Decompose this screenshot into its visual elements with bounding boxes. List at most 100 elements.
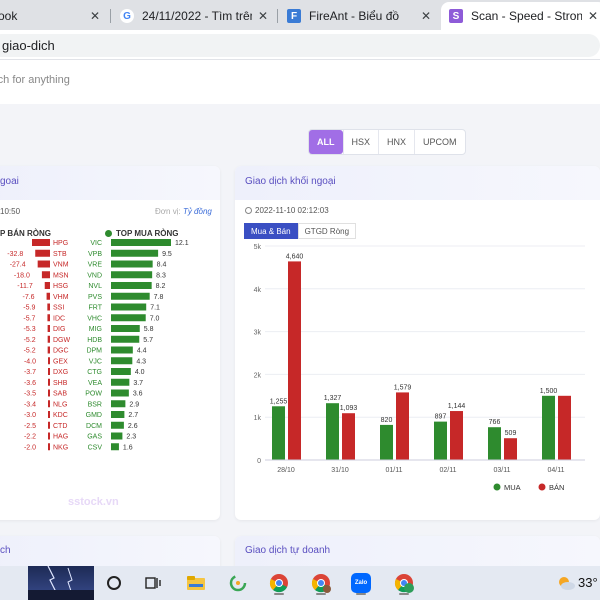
top-net-buy-header: TOP MUA RÒNG [105, 229, 179, 238]
buy-bar [111, 271, 153, 279]
bar-ban [504, 438, 517, 460]
tab-title: Scan - Speed - Strong [471, 9, 582, 23]
legend-label: MUA [504, 483, 521, 492]
buy-bar [111, 378, 130, 386]
buy-ticker: VEA [88, 380, 102, 387]
sell-bar [48, 389, 50, 397]
file-explorer-icon[interactable] [183, 570, 209, 596]
buy-ticker: BSR [88, 401, 102, 408]
sell-value: -7.6 [23, 294, 35, 301]
sell-bar [47, 325, 50, 332]
buy-value: 2.6 [128, 423, 138, 430]
sell-bar [48, 432, 50, 440]
buy-value: 1.6 [123, 444, 133, 451]
sell-ticker: CTD [53, 423, 67, 430]
sell-value: -3.0 [24, 412, 36, 419]
bar-ban [450, 411, 463, 460]
y-tick-label: 3k [254, 330, 262, 337]
url-input[interactable]: giao-dich [0, 34, 600, 57]
browser-tab-3[interactable]: F FireAnt - Biểu đồ ✕ [279, 2, 439, 30]
browser-tab-strip: ook ✕ G 24/11/2022 - Tìm trên Goo ✕ F Fi… [0, 0, 600, 30]
buy-value: 12.1 [175, 240, 189, 247]
bar-mua [326, 403, 339, 460]
legend-marker [538, 483, 546, 491]
buy-ticker: VJC [89, 358, 102, 365]
bar-ban [396, 392, 409, 460]
sell-bar [48, 400, 50, 408]
chrome-profile-m-icon[interactable] [391, 570, 417, 596]
watermark-text: sstock.vn [68, 496, 119, 508]
chrome-profile-icon[interactable] [308, 570, 334, 596]
sell-value: -5.2 [24, 337, 36, 344]
y-tick-label: 4k [254, 287, 262, 294]
bar-ban [342, 413, 355, 460]
browser-tab-2[interactable]: G 24/11/2022 - Tìm trên Goo ✕ [112, 2, 276, 30]
data-label: 1,255 [270, 398, 288, 405]
search-input[interactable]: rch for anything [0, 74, 70, 86]
buy-ticker: MIG [89, 326, 102, 333]
exchange-option-hsx[interactable]: HSX [342, 130, 379, 154]
buy-bar [111, 346, 133, 354]
sell-bar [35, 249, 50, 257]
address-bar: giao-dich [0, 30, 600, 60]
browser-tab-1[interactable]: ook ✕ [0, 2, 108, 30]
sell-ticker: DGW [53, 337, 71, 344]
close-tab-icon[interactable]: ✕ [257, 9, 268, 23]
buy-bar [111, 389, 129, 397]
sell-ticker: HAG [53, 434, 68, 441]
buy-ticker: GMD [86, 412, 102, 419]
exchange-option-hnx[interactable]: HNX [378, 130, 414, 154]
buy-ticker: PVS [88, 294, 102, 301]
close-tab-icon[interactable]: ✕ [587, 9, 598, 23]
tab-buy-sell[interactable]: Mua & Bán [244, 223, 298, 239]
data-label: 1,500 [540, 388, 558, 395]
buy-bar [111, 368, 131, 375]
sell-bar [47, 346, 50, 354]
desktop-wallpaper-thumbnail[interactable] [28, 566, 94, 600]
unit-label: Đơn vị: Tỷ đồng [155, 207, 212, 216]
buy-bar [111, 282, 152, 289]
sell-value: -2.5 [24, 423, 36, 430]
sell-value: -5.9 [23, 305, 35, 312]
buy-value: 2.9 [129, 401, 139, 408]
browser-tab-4-active[interactable]: S Scan - Speed - Strong ✕ [441, 2, 600, 30]
sell-ticker: NLG [53, 401, 67, 408]
buy-bar [111, 443, 119, 451]
buy-ticker: DPM [86, 348, 102, 355]
google-icon: G [120, 9, 134, 23]
data-label: 1,579 [394, 384, 412, 391]
buy-bar [111, 303, 147, 311]
close-tab-icon[interactable]: ✕ [89, 9, 100, 23]
sell-ticker: VNM [53, 262, 69, 269]
search-icon[interactable] [101, 570, 127, 596]
exchange-option-upcom[interactable]: UPCOM [414, 130, 465, 154]
sell-ticker: SHB [53, 380, 68, 387]
buy-value: 8.3 [156, 272, 166, 279]
sell-ticker: MSN [53, 272, 69, 279]
buy-value: 9.5 [162, 251, 172, 258]
sell-bar [32, 239, 50, 246]
close-tab-icon[interactable]: ✕ [420, 9, 431, 23]
exchange-option-all[interactable]: ALL [309, 130, 343, 154]
buy-value: 4.4 [137, 348, 147, 355]
tab-net-value[interactable]: GTGD Ròng [297, 223, 357, 239]
sell-ticker: DXG [53, 369, 68, 376]
sell-ticker: IDC [53, 315, 65, 322]
buy-bar [111, 357, 133, 365]
task-view-icon[interactable] [140, 570, 166, 596]
weather-icon[interactable] [553, 570, 579, 596]
card-time: 10:50 [0, 207, 21, 216]
zalo-icon[interactable]: Zalo [348, 570, 374, 596]
buy-ticker: VHC [87, 315, 102, 322]
bar-ban [288, 261, 301, 460]
card-title: Giao dịch khối ngoại [235, 166, 600, 200]
sell-value: -11.7 [17, 283, 33, 290]
chart-subtabs: Mua & Bán GTGD Ròng [244, 223, 357, 239]
x-tick-label: 01/11 [386, 467, 403, 474]
buy-bar [111, 411, 125, 418]
app-icon[interactable] [225, 570, 251, 596]
chrome-icon[interactable] [266, 570, 292, 596]
buy-ticker: VIC [90, 240, 102, 247]
sell-ticker: KDC [53, 412, 68, 419]
sell-bar [48, 421, 50, 429]
